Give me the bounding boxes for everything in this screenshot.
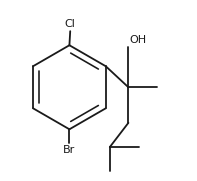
Text: Cl: Cl (65, 19, 76, 29)
Text: Br: Br (62, 146, 75, 155)
Text: OH: OH (129, 35, 146, 45)
